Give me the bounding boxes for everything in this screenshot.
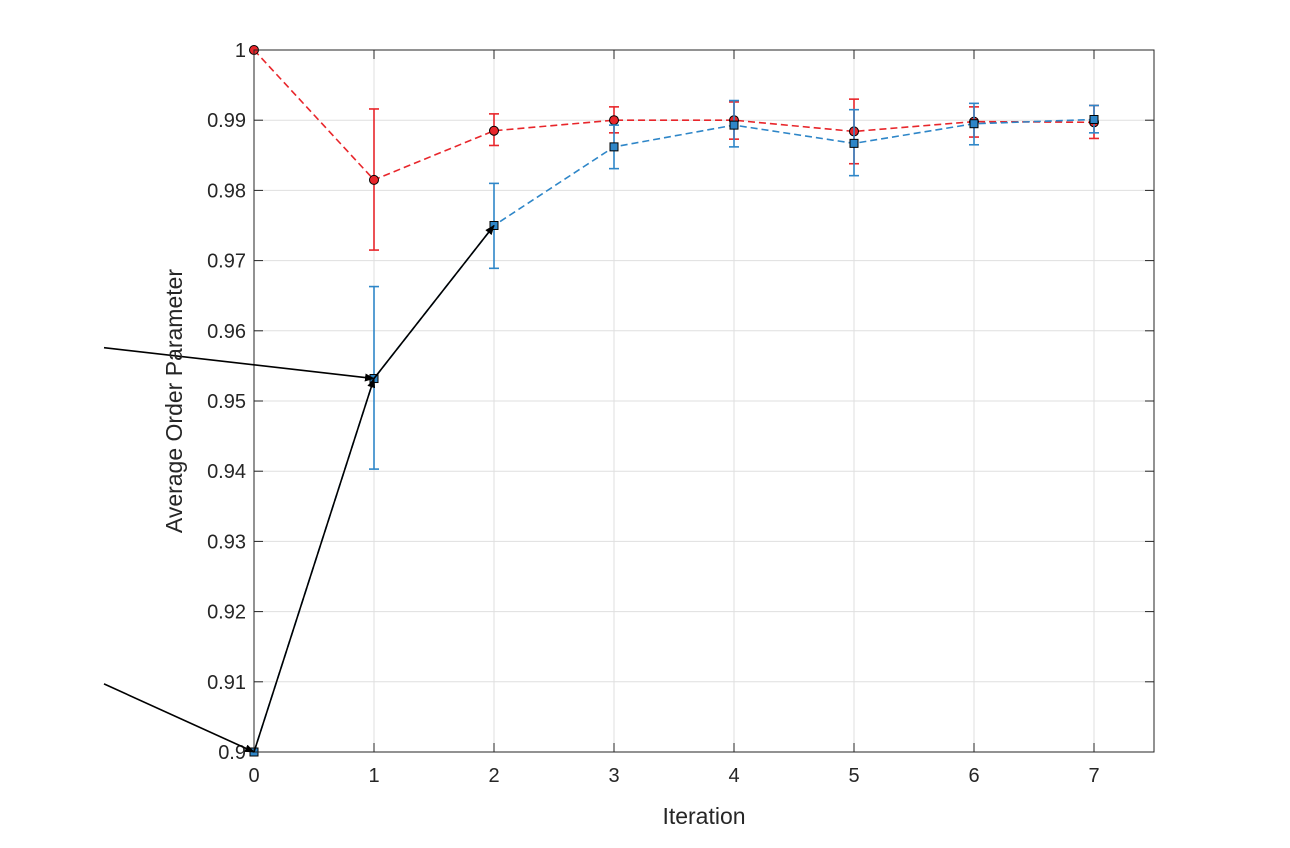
x-tick-label: 2: [488, 765, 499, 787]
y-tick-label: 0.94: [207, 461, 246, 483]
y-tick-label: 0.9: [218, 742, 246, 764]
y-tick-label: 0.96: [207, 321, 246, 343]
x-tick-label: 6: [968, 765, 979, 787]
x-tick-label: 5: [848, 765, 859, 787]
y-tick-label: 0.93: [207, 531, 246, 553]
x-tick-label: 1: [368, 765, 379, 787]
ticks: 0 1 2 3 4 5 6 7 0.9 0.91 0.92 0.93 0.94 0.95 0.96 0.97 0…: [207, 40, 1154, 787]
x-axis-label: Iteration: [662, 803, 745, 829]
y-tick-label: 0.99: [207, 110, 246, 132]
y-tick-label: 0.91: [207, 672, 246, 694]
data-point: [1089, 114, 1099, 124]
data-point: [849, 138, 859, 148]
annotation-arrow: [103, 346, 375, 382]
x-tick-label: 7: [1088, 765, 1099, 787]
y-tick-label: 0.97: [207, 251, 246, 273]
data-point: [369, 174, 379, 185]
x-tick-label: 4: [728, 765, 739, 787]
x-tick-label: 3: [608, 765, 619, 787]
data-point: [609, 142, 619, 152]
y-tick-label: 0.98: [207, 180, 246, 202]
y-tick-label: 1: [235, 40, 246, 62]
annotation-arrows: [103, 224, 495, 753]
annotation-arrow: [253, 377, 376, 753]
y-tick-label: 0.95: [207, 391, 246, 413]
annotation-arrow: [373, 224, 495, 380]
data-point: [729, 120, 739, 130]
y-tick-label: 0.92: [207, 602, 246, 624]
series-line: [253, 49, 1095, 181]
data-point: [609, 115, 619, 126]
data-point: [969, 119, 979, 129]
data-point: [489, 125, 499, 136]
annotation-arrow: [103, 683, 255, 753]
y-axis-label: Average Order Parameter: [161, 269, 187, 534]
x-tick-label: 0: [248, 765, 259, 787]
